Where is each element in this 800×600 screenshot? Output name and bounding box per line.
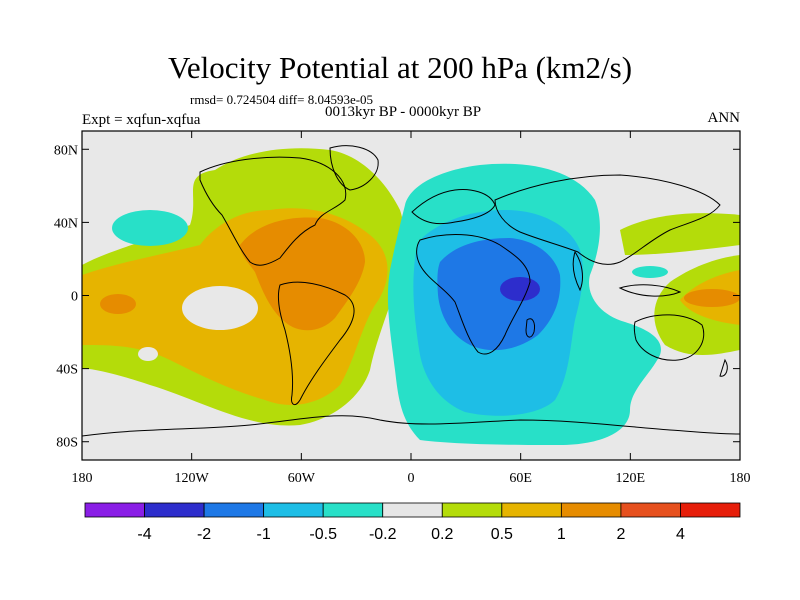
coast-australia bbox=[633, 314, 705, 361]
positive-patch-west bbox=[100, 294, 136, 314]
colorbar-label: -1 bbox=[257, 526, 271, 543]
colorbar-swatch bbox=[322, 502, 384, 518]
colorbar-swatch bbox=[382, 502, 443, 518]
lon-tick-label: 120W bbox=[175, 471, 210, 486]
lat-tick-label: 40S bbox=[56, 363, 78, 378]
colorbar-label: -2 bbox=[197, 526, 211, 543]
coast-greenland bbox=[329, 145, 379, 191]
positive-region-strong bbox=[240, 217, 365, 331]
colorbar-label: 0.2 bbox=[431, 526, 453, 543]
coast-africa bbox=[416, 234, 531, 355]
coast-india bbox=[572, 250, 583, 292]
colorbar-swatch bbox=[620, 502, 681, 518]
lon-tick-label: 60W bbox=[288, 471, 316, 486]
negative-patch-east bbox=[632, 266, 668, 278]
lon-tick-label: 60E bbox=[509, 471, 532, 486]
lat-tick-label: 40N bbox=[54, 216, 78, 231]
colorbar-swatch bbox=[203, 502, 265, 518]
lat-tick-label: 80S bbox=[56, 436, 78, 451]
neutral-patch-south bbox=[138, 347, 158, 361]
map-field bbox=[82, 131, 740, 460]
coast-south-america bbox=[277, 281, 355, 406]
colorbar-label: 1 bbox=[557, 526, 566, 543]
colorbar-label: 4 bbox=[676, 526, 685, 543]
positive-region-siberia bbox=[620, 213, 740, 255]
coast-indonesia bbox=[618, 284, 682, 297]
coast-madagascar bbox=[525, 318, 535, 338]
plot-title: Velocity Potential at 200 hPa (km2/s) bbox=[167, 50, 633, 85]
colorbar-swatch bbox=[560, 502, 622, 518]
longitude-ticks: 180 120W 60W 0 60E 120E 180 bbox=[72, 131, 751, 486]
lon-tick-label: 180 bbox=[730, 471, 751, 486]
colorbar-label: 2 bbox=[616, 526, 625, 543]
period-label: 0013kyr BP - 0000kyr BP bbox=[325, 104, 482, 120]
coastlines bbox=[82, 145, 740, 437]
coast-asia bbox=[494, 174, 721, 265]
stats-text: rmsd= 0.724504 diff= 8.04593e-05 bbox=[190, 92, 374, 107]
neutral-patch-pacific bbox=[182, 286, 258, 330]
coast-north-america bbox=[199, 156, 347, 266]
season-label: ANN bbox=[707, 110, 741, 126]
lat-tick-label: 80N bbox=[54, 143, 78, 158]
colorbar: -4 -2 -1 -0.5 -0.2 0.2 0.5 1 2 4 bbox=[84, 502, 741, 543]
coast-europe bbox=[411, 189, 496, 225]
colorbar-label: -0.5 bbox=[309, 526, 337, 543]
positive-patch-east bbox=[684, 289, 740, 307]
coast-new-zealand bbox=[719, 358, 728, 377]
colorbar-swatch bbox=[680, 502, 741, 518]
negative-patch-npacific bbox=[112, 210, 188, 246]
lon-tick-label: 120E bbox=[616, 471, 646, 486]
colorbar-label: -0.2 bbox=[369, 526, 397, 543]
colorbar-swatch bbox=[84, 502, 145, 518]
coast-antarctica bbox=[82, 415, 740, 437]
latitude-ticks: 80N 40N 0 40S 80S bbox=[54, 143, 740, 451]
lon-tick-label: 0 bbox=[408, 471, 415, 486]
experiment-label: Expt = xqfun-xqfua bbox=[82, 112, 201, 128]
colorbar-swatch bbox=[501, 502, 562, 518]
colorbar-swatch bbox=[263, 502, 324, 518]
colorbar-swatch bbox=[144, 502, 205, 518]
lat-tick-label: 0 bbox=[71, 290, 78, 305]
negative-region-strong bbox=[437, 238, 561, 351]
colorbar-swatch bbox=[441, 502, 503, 518]
lon-tick-label: 180 bbox=[72, 471, 93, 486]
negative-core bbox=[500, 277, 540, 301]
colorbar-label: 0.5 bbox=[491, 526, 513, 543]
colorbar-label: -4 bbox=[137, 526, 151, 543]
